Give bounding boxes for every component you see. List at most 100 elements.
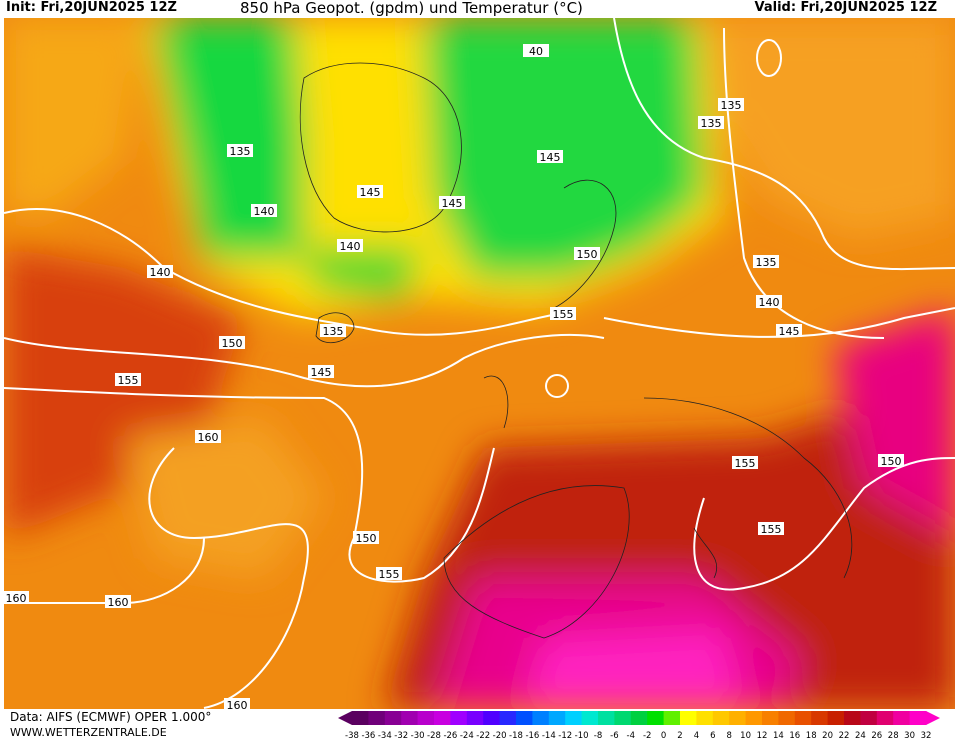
label-box [439, 196, 465, 209]
map: 40 135 135 135 145 145 145 140 140 150 135 140 140 15… [4, 18, 955, 709]
label-box [758, 522, 784, 535]
colorbar-tick-label: 14 [773, 731, 784, 740]
color-segment [499, 711, 517, 725]
color-segment [417, 711, 435, 725]
geopotential-contours [4, 18, 955, 709]
color-segment [565, 711, 583, 725]
colorbar-tick-label: -32 [394, 731, 408, 740]
colorbar-tick-label: -38 [345, 731, 359, 740]
contour-value: 150 [881, 455, 902, 468]
label-box [147, 265, 173, 278]
contour-label: 140 [756, 295, 782, 309]
label-box [105, 595, 131, 608]
color-segment [401, 711, 419, 725]
label-box [732, 456, 758, 469]
contour-label: 145 [776, 324, 802, 338]
label-box [320, 324, 346, 337]
colorbar-tick-label: -24 [460, 731, 474, 740]
contour-value: 140 [150, 266, 171, 279]
contour-label: 155 [758, 522, 784, 536]
contour-value: 145 [311, 366, 332, 379]
color-segment [352, 711, 369, 725]
contour-label: 145 [357, 185, 383, 199]
label-box [251, 204, 277, 217]
data-source: Data: AIFS (ECMWF) OPER 1.000° [10, 710, 212, 724]
label-box [718, 98, 744, 111]
color-segment [516, 711, 533, 725]
label-box [115, 373, 141, 386]
color-segment [614, 711, 632, 725]
contour-value: 150 [222, 337, 243, 350]
colorbar-tick-label: -14 [542, 731, 556, 740]
contour-value: 150 [577, 248, 598, 261]
init-time: Init: Fri,20JUN2025 12Z [6, 0, 177, 15]
color-segment [581, 711, 599, 725]
arrow-low [338, 711, 352, 725]
contour-label: 150 [219, 336, 245, 350]
contour-label: 145 [537, 150, 563, 164]
colorbar-tick-label: 20 [822, 731, 833, 740]
label-box [753, 255, 779, 268]
color-segment [811, 711, 829, 725]
label-box [308, 365, 334, 378]
label-box [227, 144, 253, 157]
color-segment [630, 711, 648, 725]
contour-label: 135 [753, 255, 779, 269]
contour-value: 160 [6, 592, 27, 605]
color-segment [450, 711, 468, 725]
label-box [550, 307, 576, 320]
contour-label: 135 [698, 116, 724, 130]
colorbar-tick-label: 10 [740, 731, 751, 740]
map-title: 850 hPa Geopot. (gpdm) und Temperatur (°… [240, 0, 583, 17]
colorbar-tick-label: -18 [509, 731, 523, 740]
contour-value: 135 [756, 256, 777, 269]
color-segment [680, 711, 697, 725]
contour-label: 150 [574, 247, 600, 261]
contour-value: 160 [227, 699, 248, 709]
color-segment [844, 711, 861, 725]
contour-label: 160 [195, 430, 221, 444]
colorbar-tick-label: 2 [677, 731, 682, 740]
color-segment [827, 711, 845, 725]
label-box [698, 116, 724, 129]
label-box [195, 430, 221, 443]
contour-label: 140 [251, 204, 277, 218]
colorbar-tick-label: 24 [855, 731, 866, 740]
contour-label: 160 [4, 591, 29, 605]
color-segment [729, 711, 747, 725]
colorbar-tick-label: 6 [710, 731, 715, 740]
contour-label: 155 [376, 567, 402, 581]
colorbar-tick-label: -20 [493, 731, 507, 740]
contour-label: 160 [224, 698, 250, 709]
contour-value: 160 [198, 431, 219, 444]
color-segment [712, 711, 730, 725]
contour-value: 160 [108, 596, 129, 609]
colorbar-tick-label: -34 [378, 731, 392, 740]
contour-value: 135 [721, 99, 742, 112]
contour-label: 135 [718, 98, 744, 112]
contour-label: 155 [732, 456, 758, 470]
contour-value: 145 [442, 197, 463, 210]
contour-value: 155 [761, 523, 782, 536]
colorbar-tick-label: 12 [757, 731, 768, 740]
contour-label: 135 [227, 144, 253, 158]
color-segment [794, 711, 812, 725]
contour-label: 135 [320, 324, 346, 338]
label-box [756, 295, 782, 308]
contour-value: 135 [323, 325, 344, 338]
color-segment [893, 711, 911, 725]
contour-label: 40 [523, 44, 549, 58]
contour-label: 155 [115, 373, 141, 387]
color-segment [762, 711, 779, 725]
contour-value: 135 [230, 145, 251, 158]
label-box [357, 185, 383, 198]
color-segment [483, 711, 501, 725]
contour-value: 155 [379, 568, 400, 581]
label-box [337, 239, 363, 252]
label-box [878, 454, 904, 467]
contour-value: 155 [118, 374, 139, 387]
colorbar-tick-label: -28 [427, 731, 441, 740]
label-box [224, 698, 250, 709]
contour-label: 140 [147, 265, 173, 279]
colorbar-tick-label: -12 [558, 731, 572, 740]
